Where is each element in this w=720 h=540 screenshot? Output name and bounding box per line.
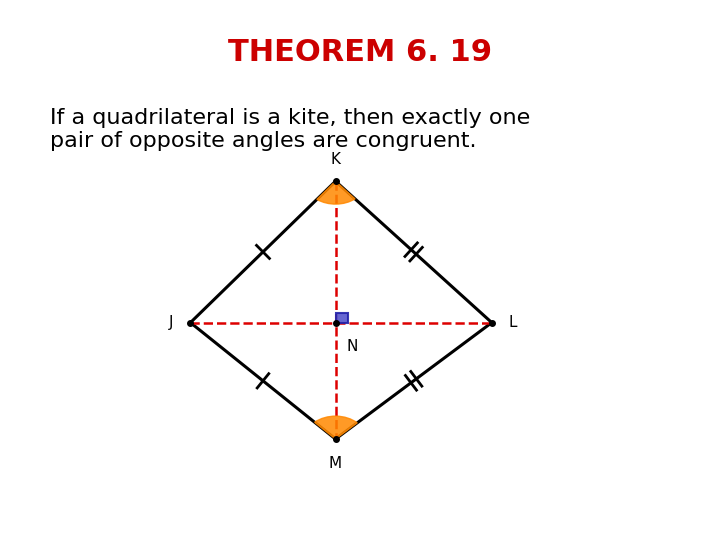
Text: N: N — [347, 339, 358, 354]
Text: THEOREM 6. 19: THEOREM 6. 19 — [228, 38, 492, 67]
Text: M: M — [329, 456, 342, 471]
Wedge shape — [315, 416, 357, 439]
Text: If a quadrilateral is a kite, then exactly one
pair of opposite angles are congr: If a quadrilateral is a kite, then exact… — [50, 108, 531, 151]
Text: L: L — [508, 315, 517, 330]
Text: K: K — [330, 152, 341, 167]
Bar — [336, 313, 348, 322]
Wedge shape — [317, 181, 355, 204]
Text: J: J — [169, 315, 174, 330]
